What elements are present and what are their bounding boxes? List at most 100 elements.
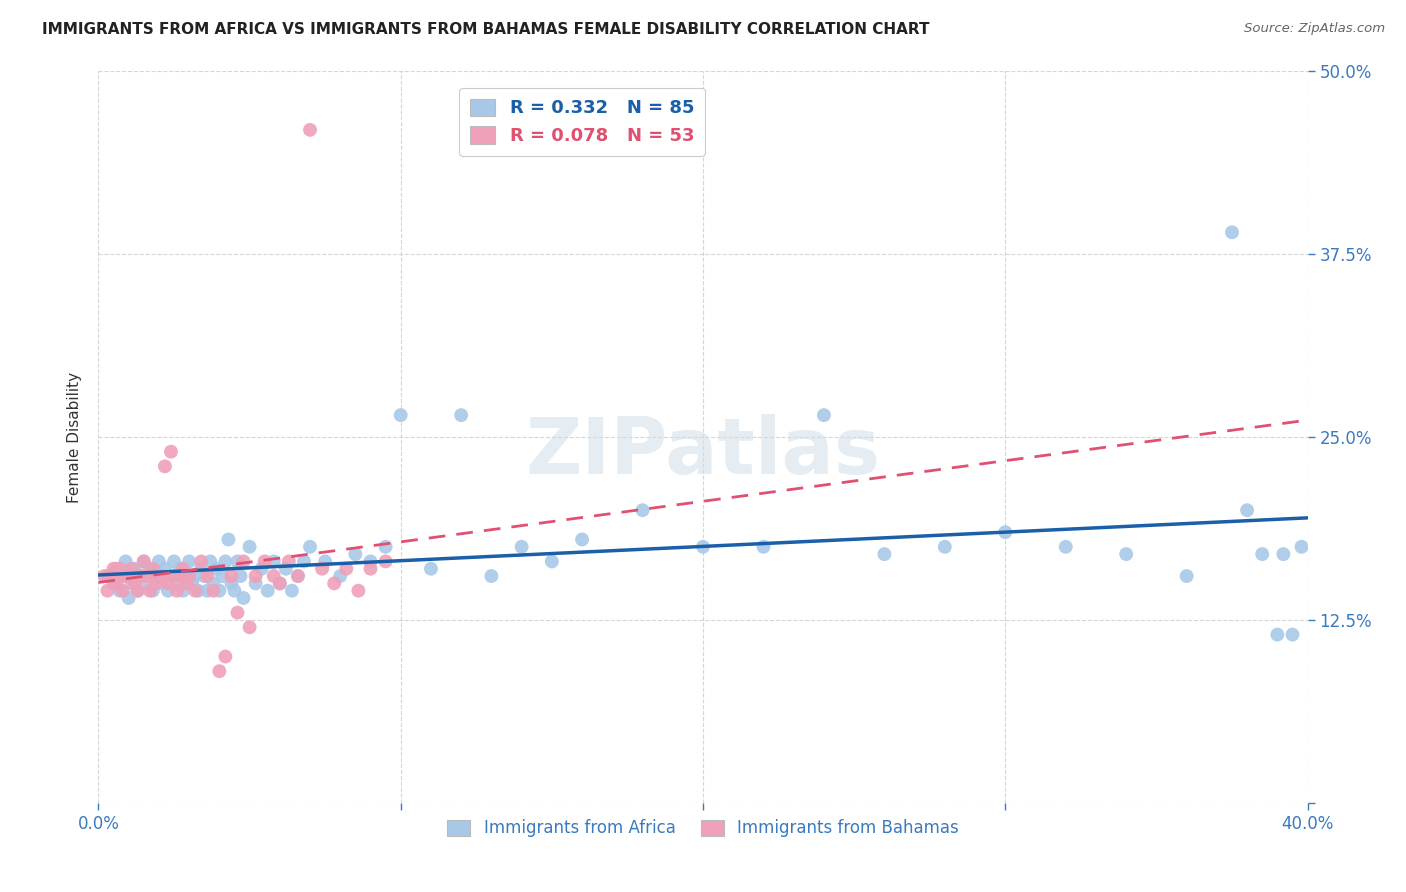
Point bbox=[184, 583, 207, 598]
Point bbox=[217, 533, 239, 547]
Point bbox=[214, 649, 236, 664]
Point bbox=[172, 583, 194, 598]
Point bbox=[195, 569, 218, 583]
Point bbox=[145, 569, 167, 583]
Point bbox=[114, 554, 136, 568]
Point bbox=[374, 540, 396, 554]
Point bbox=[100, 569, 122, 583]
Point bbox=[873, 547, 896, 561]
Point bbox=[329, 569, 352, 583]
Point bbox=[105, 562, 128, 576]
Point bbox=[1220, 225, 1243, 239]
Point bbox=[239, 540, 262, 554]
Point bbox=[1175, 569, 1198, 583]
Text: IMMIGRANTS FROM AFRICA VS IMMIGRANTS FROM BAHAMAS FEMALE DISABILITY CORRELATION : IMMIGRANTS FROM AFRICA VS IMMIGRANTS FRO… bbox=[42, 22, 929, 37]
Point bbox=[181, 576, 204, 591]
Point bbox=[1054, 540, 1077, 554]
Point bbox=[153, 459, 176, 474]
Point bbox=[179, 569, 201, 583]
Point bbox=[299, 540, 322, 554]
Point bbox=[250, 562, 273, 576]
Point bbox=[103, 576, 125, 591]
Point bbox=[934, 540, 956, 554]
Point bbox=[163, 554, 186, 568]
Point bbox=[314, 554, 336, 568]
Point bbox=[195, 583, 218, 598]
Point bbox=[169, 569, 191, 583]
Point bbox=[224, 583, 246, 598]
Point bbox=[752, 540, 775, 554]
Point bbox=[142, 583, 165, 598]
Point bbox=[193, 569, 215, 583]
Point bbox=[292, 554, 315, 568]
Point bbox=[150, 569, 173, 583]
Point bbox=[160, 569, 183, 583]
Point bbox=[124, 576, 146, 591]
Point bbox=[127, 583, 149, 598]
Point bbox=[127, 583, 149, 598]
Point bbox=[187, 583, 209, 598]
Point bbox=[631, 503, 654, 517]
Point bbox=[1251, 547, 1274, 561]
Point bbox=[274, 562, 297, 576]
Point bbox=[202, 576, 225, 591]
Point bbox=[813, 408, 835, 422]
Point bbox=[1281, 627, 1303, 641]
Point bbox=[263, 569, 285, 583]
Point bbox=[311, 562, 333, 576]
Point bbox=[135, 569, 157, 583]
Point bbox=[114, 569, 136, 583]
Point bbox=[263, 554, 285, 568]
Point bbox=[184, 569, 207, 583]
Point bbox=[105, 569, 128, 583]
Point bbox=[277, 554, 299, 568]
Point bbox=[132, 554, 155, 568]
Point bbox=[205, 562, 228, 576]
Point bbox=[166, 583, 188, 598]
Point bbox=[389, 408, 412, 422]
Point bbox=[510, 540, 533, 554]
Point bbox=[1236, 503, 1258, 517]
Point bbox=[481, 569, 503, 583]
Point bbox=[269, 576, 291, 591]
Point bbox=[179, 554, 201, 568]
Point bbox=[360, 562, 382, 576]
Point bbox=[129, 569, 152, 583]
Point bbox=[121, 562, 143, 576]
Point bbox=[190, 554, 212, 568]
Point bbox=[221, 576, 243, 591]
Point bbox=[239, 620, 262, 634]
Point bbox=[150, 576, 173, 591]
Point bbox=[994, 525, 1017, 540]
Point bbox=[420, 562, 443, 576]
Point bbox=[169, 562, 191, 576]
Point bbox=[540, 554, 562, 568]
Point bbox=[111, 583, 134, 598]
Text: Source: ZipAtlas.com: Source: ZipAtlas.com bbox=[1244, 22, 1385, 36]
Point bbox=[148, 569, 170, 583]
Point bbox=[323, 576, 346, 591]
Point bbox=[221, 569, 243, 583]
Point bbox=[232, 591, 254, 605]
Point bbox=[172, 562, 194, 576]
Point bbox=[174, 569, 197, 583]
Point bbox=[142, 562, 165, 576]
Point bbox=[450, 408, 472, 422]
Point bbox=[245, 576, 267, 591]
Point bbox=[163, 569, 186, 583]
Point bbox=[96, 569, 118, 583]
Point bbox=[156, 583, 179, 598]
Point bbox=[374, 554, 396, 568]
Point bbox=[253, 554, 276, 568]
Point bbox=[105, 576, 128, 591]
Point bbox=[287, 569, 309, 583]
Point bbox=[335, 562, 357, 576]
Point bbox=[344, 547, 367, 561]
Point bbox=[145, 576, 167, 591]
Point bbox=[118, 591, 141, 605]
Point bbox=[347, 583, 370, 598]
Point bbox=[108, 562, 131, 576]
Point bbox=[129, 569, 152, 583]
Point bbox=[135, 576, 157, 591]
Point bbox=[226, 554, 249, 568]
